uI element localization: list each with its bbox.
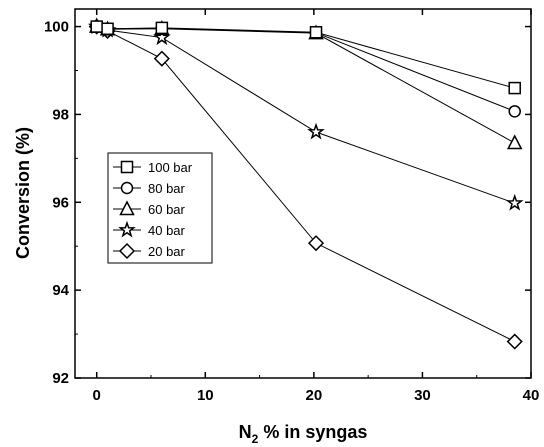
data-point-20-bar xyxy=(307,235,325,252)
data-point-100-bar xyxy=(101,22,114,36)
data-point-100-bar xyxy=(90,20,103,33)
y-tick-label: 94 xyxy=(52,282,69,299)
data-point-40-bar xyxy=(153,28,171,46)
y-tick-label: 98 xyxy=(52,106,69,123)
data-point-20-bar xyxy=(506,333,523,350)
data-point-100-bar xyxy=(309,26,323,39)
data-point-100-bar xyxy=(155,21,169,35)
legend-marker-60-bar xyxy=(119,200,135,216)
legend-label: 60 bar xyxy=(148,202,186,217)
data-point-80-bar xyxy=(508,105,521,118)
y-tick-label: 96 xyxy=(52,194,69,211)
data-point-60-bar xyxy=(506,134,523,150)
y-tick-label: 100 xyxy=(44,19,69,36)
legend: 100 bar 80 bar 60 bar 40 bar 20 bar xyxy=(107,152,213,264)
data-point-40-bar xyxy=(505,193,524,211)
legend-marker-20-bar xyxy=(118,242,136,260)
x-tick-label: 0 xyxy=(93,387,101,404)
data-point-100-bar xyxy=(508,81,521,95)
legend-marker-80-bar xyxy=(120,181,134,195)
legend-marker-40-bar xyxy=(118,220,136,238)
x-tick-label: 10 xyxy=(197,387,214,404)
y-axis-title: Conversion (%) xyxy=(13,127,33,259)
legend-label: 20 bar xyxy=(148,244,186,259)
legend-label: 40 bar xyxy=(148,223,186,238)
legend-label: 80 bar xyxy=(148,181,186,196)
x-tick-label: 40 xyxy=(523,387,540,404)
x-axis-title: N2 % in syngas xyxy=(239,422,368,446)
data-point-40-bar xyxy=(307,122,325,140)
plot-frame xyxy=(74,8,532,379)
axis-ticks: 0 10 20 30 40 92 94 96 98 100 xyxy=(44,9,539,404)
series-layer xyxy=(87,17,524,350)
x-tick-label: 30 xyxy=(414,387,431,404)
legend-marker-100-bar xyxy=(120,160,134,174)
legend-label: 100 bar xyxy=(148,160,193,175)
y-tick-label: 92 xyxy=(52,370,69,387)
x-tick-label: 20 xyxy=(306,387,323,404)
data-point-20-bar xyxy=(153,50,170,67)
